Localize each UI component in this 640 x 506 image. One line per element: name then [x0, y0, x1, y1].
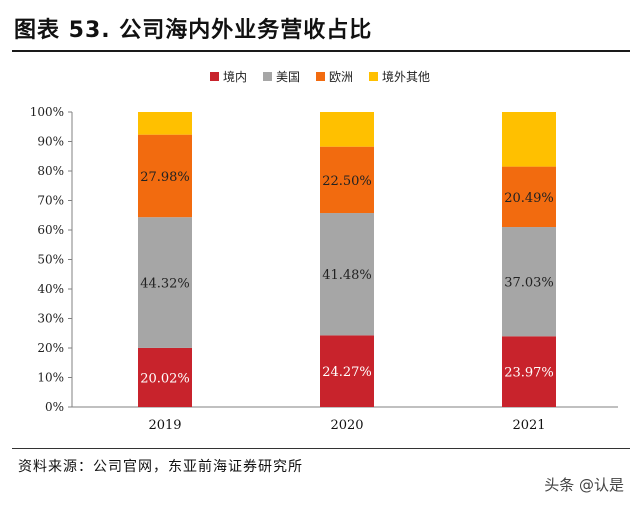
bar-segment-2021-4 — [502, 112, 556, 167]
bar-segment-2020-3 — [320, 146, 374, 214]
data-label: 37.03% — [504, 276, 554, 291]
legend-item-1: 境内 — [209, 68, 247, 85]
bar-segment-2019-3 — [138, 134, 192, 218]
legend-item-3: 欧洲 — [316, 68, 353, 85]
title-bar: 图表 53. 公司海内外业务营收占比 — [0, 0, 640, 54]
y-tick-label: 10% — [37, 371, 64, 385]
data-label: 20.02% — [140, 371, 190, 386]
bar-segment-2021-1 — [502, 336, 556, 407]
title-divider — [12, 50, 630, 52]
bar-segment-2020-4 — [320, 112, 374, 147]
data-label: 27.98% — [140, 170, 190, 185]
y-tick-label: 60% — [37, 223, 64, 237]
x-tick-label: 2020 — [330, 418, 363, 433]
legend-label: 境内 — [222, 69, 247, 84]
legend-swatch — [316, 71, 325, 81]
data-label: 24.27% — [322, 365, 372, 380]
legend-label: 境外其他 — [382, 69, 431, 84]
legend-item-2: 美国 — [262, 68, 300, 85]
watermark: 头条 @认是 — [544, 476, 624, 494]
bar-segment-2021-3 — [502, 166, 556, 228]
legend-swatch — [369, 71, 379, 81]
bar-segment-2019-1 — [138, 347, 192, 407]
bar-segment-2019-4 — [138, 112, 192, 135]
bar-segment-2020-1 — [320, 335, 374, 407]
y-tick-label: 20% — [37, 341, 64, 355]
bar-segment-2019-2 — [138, 217, 192, 348]
y-tick-label: 70% — [37, 194, 64, 208]
y-tick-label: 50% — [37, 253, 64, 267]
legend-item-4: 境外其他 — [369, 68, 430, 85]
data-label: 23.97% — [504, 366, 554, 381]
y-tick-label: 80% — [37, 164, 64, 178]
bar-segment-2021-2 — [502, 227, 556, 337]
data-label: 41.48% — [322, 268, 372, 283]
bar-segment-2020-2 — [320, 213, 374, 336]
y-tick-label: 0% — [45, 400, 64, 414]
legend-swatch — [209, 71, 219, 81]
page-title: 图表 53. 公司海内外业务营收占比 — [14, 18, 373, 43]
x-tick-label: 2021 — [512, 418, 545, 433]
stacked-bar-chart: 0% 10% 20% 30% 40% 50% 60% 70% 80% 90% 100% 20.02% 4… — [30, 105, 618, 433]
data-label: 22.50% — [322, 174, 372, 189]
legend-label: 欧洲 — [329, 69, 354, 84]
y-tick-label: 40% — [37, 282, 64, 296]
y-tick-label: 100% — [30, 105, 64, 119]
data-label: 20.49% — [504, 191, 554, 206]
y-tick-label: 90% — [37, 135, 64, 149]
legend-label: 美国 — [275, 69, 300, 84]
chart-legend: 境内 美国 欧洲 境外其他 — [0, 66, 640, 86]
data-label: 44.32% — [140, 277, 190, 292]
source-divider — [12, 448, 630, 449]
y-tick-label: 30% — [37, 312, 64, 326]
x-tick-label: 2019 — [148, 418, 181, 433]
source-note: 资料来源：公司官网，东亚前海证券研究所 — [18, 459, 303, 475]
legend-swatch — [262, 71, 272, 81]
